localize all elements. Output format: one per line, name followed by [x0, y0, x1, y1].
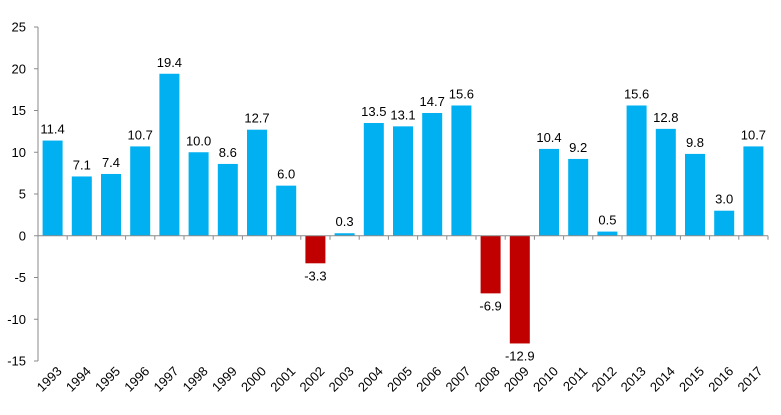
data-label-1996: 10.7 — [128, 127, 153, 142]
bar-2001 — [276, 185, 297, 236]
bar-2008 — [480, 235, 501, 294]
data-label-2014: 12.8 — [653, 110, 678, 125]
x-tick-label-2012: 2012 — [588, 364, 619, 395]
data-label-2016: 3.0 — [715, 192, 733, 207]
x-tick-label-2010: 2010 — [530, 364, 561, 395]
data-label-2009: -12.9 — [505, 348, 535, 363]
x-tick-label-2015: 2015 — [676, 364, 707, 395]
bar-1996 — [130, 146, 151, 236]
data-label-2011: 9.2 — [569, 140, 587, 155]
x-tick-label-2003: 2003 — [326, 364, 357, 395]
data-label-1998: 10.0 — [186, 133, 211, 148]
x-tick-label-2001: 2001 — [267, 364, 298, 395]
bar-2015 — [685, 153, 705, 236]
bar-2000 — [247, 129, 267, 236]
data-label-2010: 10.4 — [536, 130, 561, 145]
bar-2006 — [422, 113, 443, 236]
data-label-2015: 9.8 — [686, 135, 704, 150]
data-label-1993: 11.4 — [40, 122, 64, 137]
zero-line — [37, 235, 769, 240]
data-label-2002: -3.3 — [304, 268, 326, 283]
x-tick-label-2008: 2008 — [472, 364, 503, 395]
x-tick-label-2009: 2009 — [501, 364, 532, 395]
x-tick-label-2016: 2016 — [705, 364, 736, 395]
y-tick-label: 0 — [19, 228, 26, 243]
x-tick-label-1996: 1996 — [121, 364, 152, 395]
data-label-2004: 13.5 — [361, 104, 386, 119]
x-tick-label-1997: 1997 — [150, 364, 181, 395]
x-tick-label-2000: 2000 — [238, 364, 269, 395]
bar-1993 — [42, 140, 63, 236]
x-tick-label-2007: 2007 — [442, 364, 473, 395]
bar-2004 — [363, 123, 384, 236]
bars — [42, 73, 764, 344]
x-tick-label-2005: 2005 — [384, 364, 415, 395]
data-label-2007: 15.6 — [449, 86, 474, 101]
x-tick-label-1993: 1993 — [34, 364, 65, 395]
bar-1995 — [101, 173, 121, 236]
x-tick-label-1998: 1998 — [180, 364, 211, 395]
data-label-2000: 12.7 — [244, 111, 269, 126]
y-tick-label: -10 — [7, 312, 26, 327]
bar-2009 — [509, 235, 530, 344]
x-tick-label-2011: 2011 — [560, 364, 590, 394]
data-label-1994: 7.1 — [73, 157, 91, 172]
bar-2002 — [305, 235, 326, 264]
data-label-2012: 0.5 — [598, 213, 616, 228]
y-tick-label: -15 — [7, 354, 26, 369]
x-tick-label-2006: 2006 — [413, 364, 444, 395]
y-tick-label: 20 — [12, 61, 26, 76]
y-tick-label: 5 — [19, 187, 26, 202]
data-label-2017: 10.7 — [741, 127, 766, 142]
x-tick-label-1994: 1994 — [63, 364, 94, 395]
data-label-2006: 14.7 — [420, 94, 445, 109]
bar-2016 — [714, 210, 735, 236]
bar-1994 — [71, 176, 92, 236]
y-tick-label: 10 — [12, 145, 26, 160]
bar-2007 — [451, 105, 472, 236]
y-axis: 25 20 15 10 5 0 -5 -10 -15 — [7, 20, 39, 369]
x-tick-label-2014: 2014 — [647, 364, 678, 395]
bar-1998 — [188, 152, 209, 236]
data-label-1995: 7.4 — [102, 155, 120, 170]
x-tick-label-2004: 2004 — [355, 364, 386, 395]
y-tick-label: 25 — [12, 20, 26, 35]
x-tick-label-2017: 2017 — [734, 364, 765, 395]
data-label-2013: 15.6 — [624, 86, 649, 101]
data-label-1997: 19.4 — [157, 55, 182, 70]
bar-2017 — [743, 146, 764, 236]
x-tick-label-2013: 2013 — [618, 364, 649, 395]
data-label-2005: 13.1 — [390, 107, 415, 122]
bar-1999 — [217, 163, 238, 236]
x-tick-label-2002: 2002 — [296, 364, 327, 395]
bar-2010 — [539, 148, 559, 236]
x-tick-label-1999: 1999 — [209, 364, 240, 395]
x-axis: 1993199419951996199719981999200020012002… — [34, 364, 766, 395]
data-label-2008: -6.9 — [479, 298, 501, 313]
data-label-1999: 8.6 — [219, 145, 237, 160]
y-tick-label: 15 — [12, 103, 26, 118]
bar-2014 — [655, 128, 676, 236]
bar-2003 — [334, 233, 355, 236]
data-label-2001: 6.0 — [277, 167, 295, 182]
bar-1997 — [159, 73, 180, 236]
bar-2013 — [626, 105, 647, 236]
data-label-2003: 0.3 — [336, 214, 354, 229]
bar-2005 — [393, 126, 413, 236]
bar-2012 — [597, 231, 618, 236]
y-tick-label: -5 — [14, 270, 26, 285]
data-labels: 11.4 7.1 7.4 10.7 19.4 10.0 8.6 12.7 6.0 -3.3 0.3 1… — [40, 55, 766, 364]
x-tick-label-1995: 1995 — [92, 364, 123, 395]
bar-2011 — [568, 158, 589, 236]
